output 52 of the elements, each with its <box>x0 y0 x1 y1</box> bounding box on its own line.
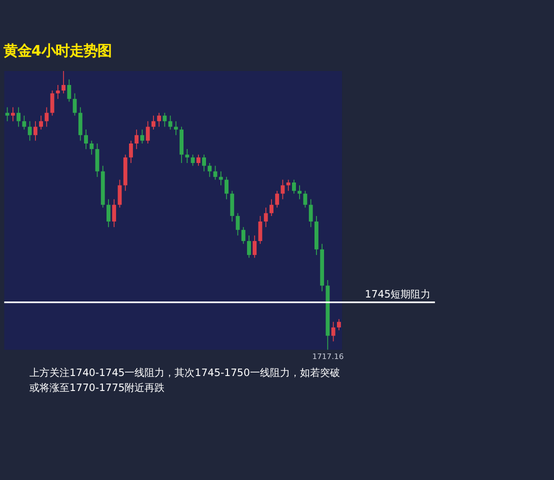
text: 或将涨至1770-1775附近再跌 <box>30 382 165 394</box>
candlestick <box>90 140 94 156</box>
candlestick <box>208 162 212 178</box>
annotation: 1717.16 <box>312 352 344 362</box>
candlestick <box>157 112 162 128</box>
candlestick <box>140 129 144 144</box>
candlestick <box>185 148 190 164</box>
text: 上方关注1740-1745一线阻力，其次1745-1750一线阻力，如若突破 <box>30 366 340 379</box>
candlestick <box>174 120 178 136</box>
candlestick <box>146 120 150 144</box>
candlestick <box>224 176 228 200</box>
candlestick <box>39 115 44 130</box>
candlestick <box>106 198 110 228</box>
candlestick <box>286 179 290 192</box>
candlestick <box>247 235 251 258</box>
candlestick <box>67 78 72 102</box>
candlestick <box>264 207 268 228</box>
candlestick <box>44 106 49 128</box>
candlestick <box>275 190 280 208</box>
candlestick <box>134 129 139 150</box>
candlestick <box>303 190 308 208</box>
candlestick <box>22 115 26 130</box>
candlestick <box>162 112 167 128</box>
candlestick <box>151 115 156 130</box>
candlestick <box>78 106 82 142</box>
chart-title: 黄金4小时走势图 <box>2 43 112 60</box>
candlestick <box>202 154 206 172</box>
candlestick <box>62 70 66 94</box>
candlestick <box>28 120 32 142</box>
candlestick <box>95 143 100 178</box>
candlestick <box>10 106 15 122</box>
candlestick <box>308 198 313 228</box>
candlestick <box>270 198 274 216</box>
candlestick <box>292 179 296 194</box>
candlestick <box>190 154 195 166</box>
candlestick <box>129 140 133 164</box>
candlestick <box>196 154 200 166</box>
candlestick <box>56 84 60 100</box>
candlestick <box>331 321 336 342</box>
ref-line-label: 1745短期阻力 <box>364 288 431 300</box>
candlestick <box>5 106 10 122</box>
candlestick <box>168 115 172 130</box>
candlestick <box>16 106 21 128</box>
candlestick <box>230 190 234 222</box>
candlestick <box>33 120 38 142</box>
candlestick <box>336 318 341 331</box>
candlestick <box>84 129 88 150</box>
candlestick <box>241 226 246 244</box>
candlestick <box>112 198 116 228</box>
candlestick <box>252 235 257 258</box>
candlestick <box>218 170 223 186</box>
candlestick <box>298 184 302 200</box>
